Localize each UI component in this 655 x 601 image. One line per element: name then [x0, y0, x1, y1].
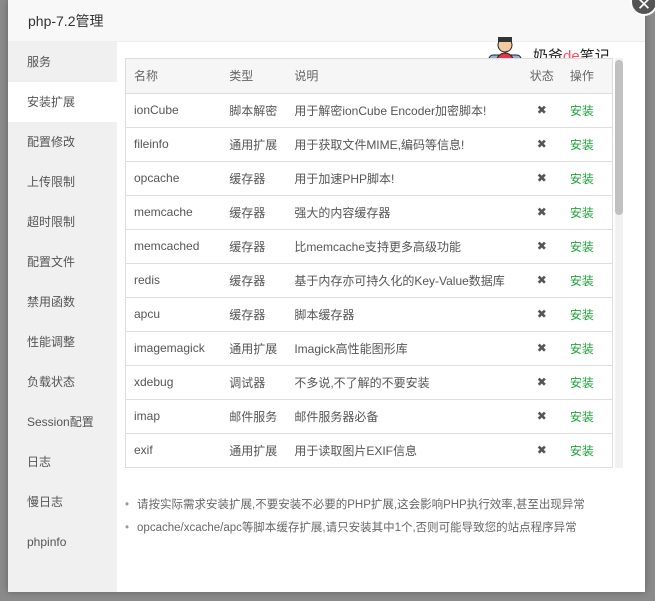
table-row: apcu 缓存器 脚本缓存器 ✖ 安装 [126, 297, 612, 332]
extension-type: 通用扩展 [221, 331, 287, 366]
install-button[interactable]: 安装 [561, 195, 612, 230]
extension-type: 通用扩展 [221, 433, 287, 467]
install-button[interactable]: 安装 [561, 433, 612, 467]
status-not-installed-icon: ✖ [521, 365, 562, 400]
status-not-installed-icon: ✖ [521, 399, 562, 434]
extension-type: 缓存器 [221, 161, 287, 196]
extension-name: exif [126, 433, 222, 467]
extension-type: 缓存器 [221, 297, 287, 332]
extension-description: 用于加速PHP脚本! [286, 161, 522, 196]
status-not-installed-icon: ✖ [521, 297, 562, 332]
note-item: 请按实际需求安装扩展,不要安装不必要的PHP扩展,这会影响PHP执行效率,甚至出… [125, 494, 585, 517]
table-row: redis 缓存器 基于内存亦可持久化的Key-Value数据库 ✖ 安装 [126, 263, 612, 298]
install-button[interactable]: 安装 [561, 93, 612, 128]
extension-name: apcu [126, 297, 222, 332]
extension-description: 基于内存亦可持久化的Key-Value数据库 [286, 263, 522, 298]
sidebar-item[interactable]: 慢日志 [27, 495, 64, 509]
note-item: opcache/xcache/apc等脚本缓存扩展,请只安装其中1个,否则可能导… [125, 517, 585, 540]
table-row: fileinfo 通用扩展 用于获取文件MIME,编码等信息! ✖ 安装 [126, 127, 612, 162]
sidebar-item[interactable]: phpinfo [27, 535, 67, 549]
install-button[interactable]: 安装 [561, 399, 612, 434]
install-button[interactable]: 安装 [561, 365, 612, 400]
table-row: opcache 缓存器 用于加速PHP脚本! ✖ 安装 [126, 161, 612, 196]
sidebar-item[interactable]: Session配置 [27, 415, 94, 429]
table-row: memcache 缓存器 强大的内容缓存器 ✖ 安装 [126, 195, 612, 230]
extension-name: ionCube [126, 93, 222, 128]
sidebar-item[interactable]: 性能调整 [27, 335, 76, 349]
install-button[interactable]: 安装 [561, 263, 612, 298]
extension-name: redis [126, 263, 222, 298]
status-not-installed-icon: ✖ [521, 433, 562, 467]
extension-description: 用于解密ionCube Encoder加密脚本! [286, 93, 522, 128]
extension-description: Imagick高性能图形库 [286, 331, 522, 366]
table-row: imagemagick 通用扩展 Imagick高性能图形库 ✖ 安装 [126, 331, 612, 366]
sidebar: 服务安装扩展配置修改上传限制超时限制配置文件禁用函数性能调整负载状态 Sessio… [8, 42, 117, 592]
extension-description: 脚本缓存器 [286, 297, 522, 332]
sidebar-item[interactable]: 服务 [27, 55, 52, 69]
status-not-installed-icon: ✖ [521, 127, 562, 162]
dialog-title: php-7.2管理 [8, 0, 645, 42]
sidebar-item[interactable]: 配置修改 [27, 135, 76, 149]
sidebar-item[interactable]: 安装扩展 [8, 82, 117, 122]
sidebar-item[interactable]: 超时限制 [27, 215, 76, 229]
extension-description: 邮件服务器必备 [286, 399, 522, 434]
install-button[interactable]: 安装 [561, 229, 612, 264]
extension-type: 邮件服务 [221, 399, 287, 434]
install-button[interactable]: 安装 [561, 127, 612, 162]
extension-description: 不多说,不了解的不要安装 [286, 365, 522, 400]
table-row: memcached 缓存器 比memcache支持更多高级功能 ✖ 安装 [126, 229, 612, 264]
extension-name: imagemagick [126, 331, 222, 366]
extension-name: fileinfo [126, 127, 222, 162]
table-row: exif 通用扩展 用于读取图片EXIF信息 ✖ 安装 [126, 433, 612, 467]
extension-name: memcache [126, 195, 222, 230]
close-icon: ✕ [636, 0, 652, 14]
install-button[interactable]: 安装 [561, 331, 612, 366]
column-header: 类型 [221, 59, 287, 94]
extension-type: 调试器 [221, 365, 287, 400]
close-button[interactable]: ✕ [630, 0, 655, 16]
status-not-installed-icon: ✖ [521, 263, 562, 298]
column-header: 名称 [126, 59, 222, 94]
extension-table-container: 名称 类型 说明 状态 操作 ionCube 脚本解密 用于解密ionCube Encode… [125, 58, 613, 468]
sidebar-item[interactable]: 配置文件 [27, 255, 76, 269]
extension-description: 用于获取文件MIME,编码等信息! [286, 127, 522, 162]
column-header: 说明 [286, 59, 522, 94]
extension-description: 比memcache支持更多高级功能 [286, 229, 522, 264]
column-header: 状态 [521, 59, 562, 94]
scrollbar-thumb[interactable] [615, 60, 623, 215]
sidebar-item[interactable]: 上传限制 [27, 175, 76, 189]
extension-name: xdebug [126, 365, 222, 400]
extension-type: 通用扩展 [221, 127, 287, 162]
extension-table: 名称 类型 说明 状态 操作 ionCube 脚本解密 用于解密ionCube Encode… [126, 59, 612, 467]
table-scrollbar[interactable] [615, 58, 623, 468]
install-button[interactable]: 安装 [561, 161, 612, 196]
sidebar-item[interactable]: 禁用函数 [27, 295, 76, 309]
sidebar-item[interactable]: 负载状态 [27, 375, 76, 389]
status-not-installed-icon: ✖ [521, 229, 562, 264]
status-not-installed-icon: ✖ [521, 331, 562, 366]
extension-name: memcached [126, 229, 222, 264]
extension-type: 缓存器 [221, 263, 287, 298]
status-not-installed-icon: ✖ [521, 161, 562, 196]
column-header: 操作 [561, 59, 612, 94]
notes-list: 请按实际需求安装扩展,不要安装不必要的PHP扩展,这会影响PHP执行效率,甚至出… [125, 494, 585, 540]
install-button[interactable]: 安装 [561, 297, 612, 332]
extension-type: 缓存器 [221, 195, 287, 230]
extension-name: imap [126, 399, 222, 434]
extension-name: opcache [126, 161, 222, 196]
table-row: ionCube 脚本解密 用于解密ionCube Encoder加密脚本! ✖ 安装 [126, 93, 612, 128]
table-row: xdebug 调试器 不多说,不了解的不要安装 ✖ 安装 [126, 365, 612, 400]
sidebar-item[interactable]: 日志 [27, 455, 52, 469]
extension-type: 缓存器 [221, 229, 287, 264]
status-not-installed-icon: ✖ [521, 93, 562, 128]
extension-description: 用于读取图片EXIF信息 [286, 433, 522, 467]
status-not-installed-icon: ✖ [521, 195, 562, 230]
table-row: imap 邮件服务 邮件服务器必备 ✖ 安装 [126, 399, 612, 434]
extension-type: 脚本解密 [221, 93, 287, 128]
extension-description: 强大的内容缓存器 [286, 195, 522, 230]
